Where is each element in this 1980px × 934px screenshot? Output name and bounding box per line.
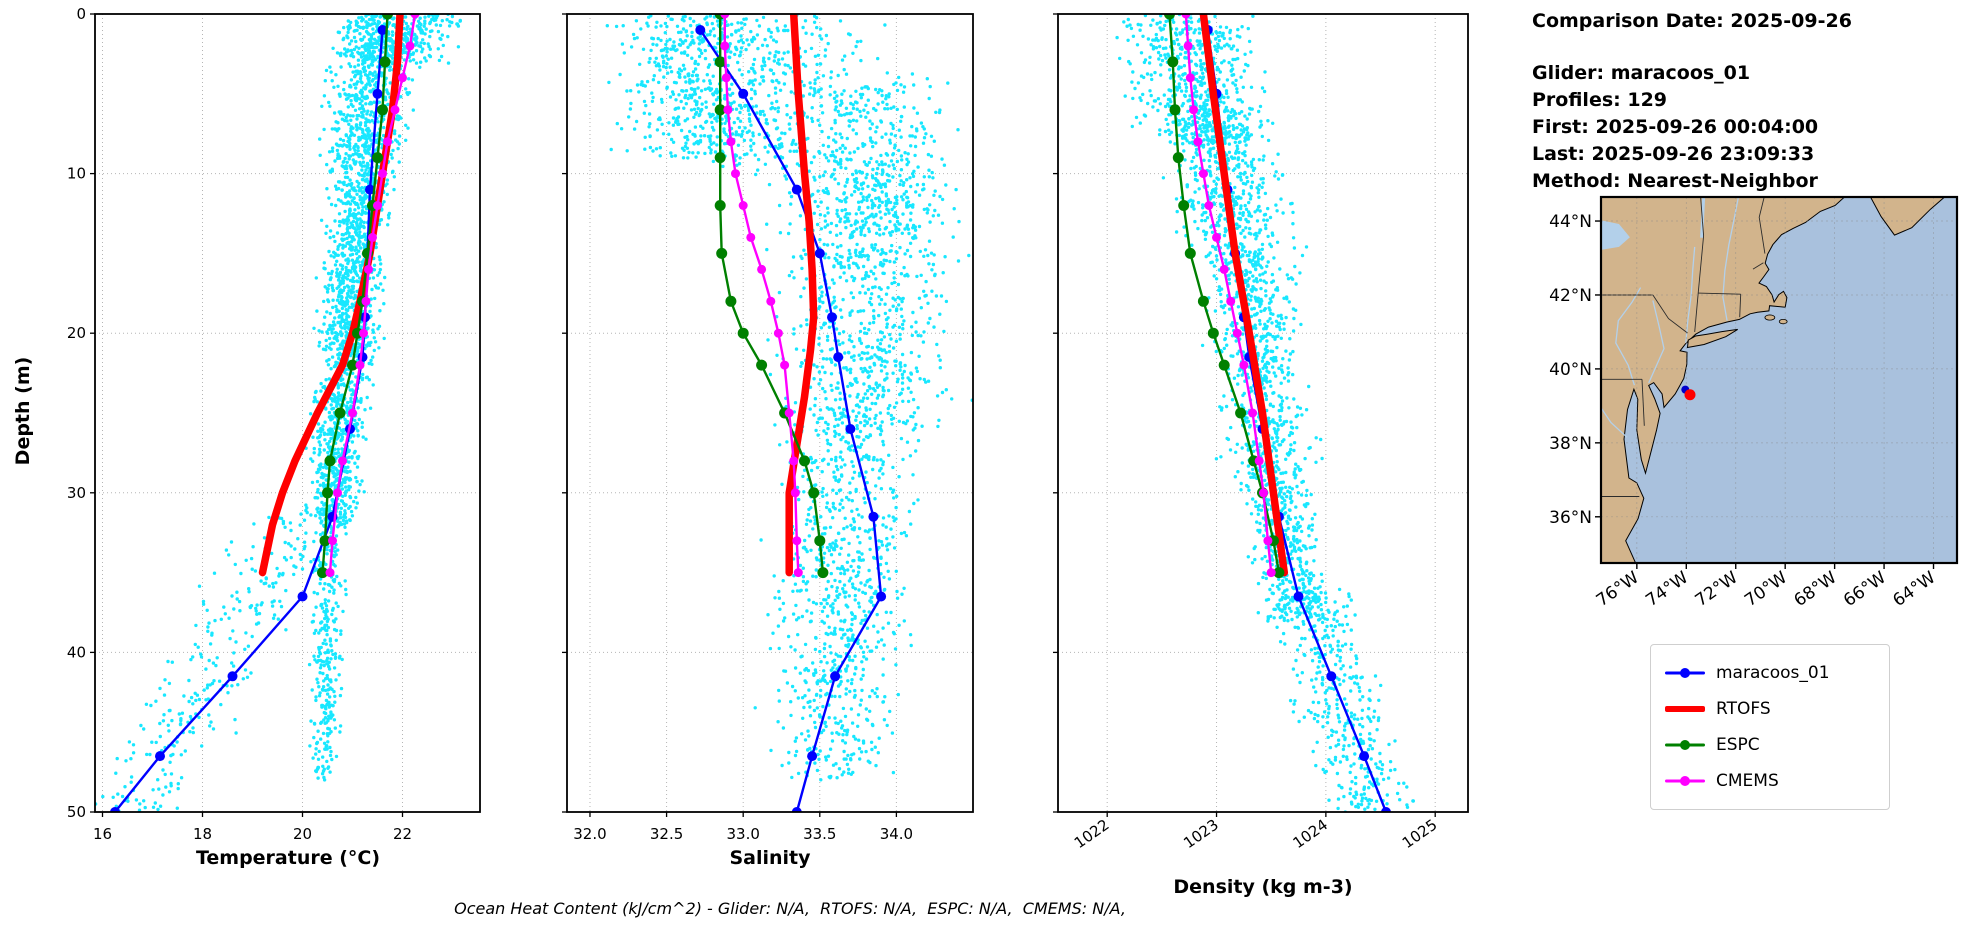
grid xyxy=(567,13,973,813)
legend-item-cmems: CMEMS xyxy=(1665,763,1889,799)
state-border xyxy=(1698,292,1741,295)
series-CMEMS xyxy=(1181,14,1276,578)
first-time-text: First: 2025-09-26 00:04:00 xyxy=(1532,116,1819,138)
temperature-plot: 16 18 20 22 0 10 20 30 40 50 xyxy=(67,5,481,843)
profiles-count-text: Profiles: 129 xyxy=(1532,89,1668,111)
svg-text:50: 50 xyxy=(67,803,86,821)
graticule xyxy=(1601,197,1957,563)
rtofs-line-swatch xyxy=(1665,702,1705,716)
series-RTOFS xyxy=(1199,14,1289,577)
glider-position-dot xyxy=(1684,389,1696,401)
last-time-text: Last: 2025-09-26 23:09:33 xyxy=(1532,143,1815,165)
density-plot: 1022 1023 1024 1025 xyxy=(1053,13,1469,853)
state-border xyxy=(1739,294,1742,318)
salinity-plot: 32.0 32.5 33.0 33.5 34.0 xyxy=(562,13,974,843)
info-panel: Comparison Date: 2025-09-26 Glider: mara… xyxy=(1532,8,1852,195)
series-CMEMS xyxy=(720,14,803,578)
river xyxy=(1722,197,1739,321)
series-maracoos_01 xyxy=(695,25,887,812)
svg-text:0: 0 xyxy=(76,5,86,23)
tick-labels: 32.0 32.5 33.0 33.5 34.0 xyxy=(573,825,913,843)
series-ESPC xyxy=(1164,14,1285,579)
state-border xyxy=(1694,293,1699,332)
land-area xyxy=(1869,197,1946,236)
legend-label: maracoos_01 xyxy=(1716,663,1830,683)
temperature-axis-label: Temperature (°C) xyxy=(195,847,381,869)
location-map: 44°N42°N40°N38°N36°N76°W 74°W 72°W 70°W 68°W… xyxy=(1549,195,1959,611)
river xyxy=(1615,287,1642,386)
svg-text:20: 20 xyxy=(67,324,86,342)
glider-line-swatch xyxy=(1665,666,1705,680)
y-axis-label: Depth (m) xyxy=(12,356,34,466)
state-border xyxy=(1652,294,1688,334)
svg-text:22: 22 xyxy=(393,825,412,843)
glider-scatter-points xyxy=(605,14,973,782)
axes-frame xyxy=(1057,13,1469,813)
map-ticks xyxy=(1595,220,1935,569)
series-CMEMS xyxy=(325,14,420,578)
density-axis-label: Density (kg m-3) xyxy=(1173,876,1353,898)
axes-frame xyxy=(566,13,974,813)
tick-labels: 16 18 20 22 0 10 20 30 40 50 xyxy=(67,5,412,843)
legend-item-rtofs: RTOFS xyxy=(1665,691,1889,727)
tick-labels: 1022 1023 1024 1025 xyxy=(1071,816,1441,853)
legend-label: CMEMS xyxy=(1716,771,1779,791)
map-frame xyxy=(1599,195,1959,565)
river xyxy=(1648,300,1665,384)
legend-label: RTOFS xyxy=(1716,699,1771,719)
glider-scatter-points xyxy=(95,14,462,812)
series-RTOFS xyxy=(785,14,818,577)
land-area xyxy=(1601,197,1846,563)
state-border xyxy=(1752,262,1764,270)
river xyxy=(1601,407,1628,438)
svg-text:10: 10 xyxy=(67,165,86,183)
ocean-heat-content-text: Ocean Heat Content (kJ/cm^2) - Glider: N… xyxy=(454,899,1126,918)
svg-text:18: 18 xyxy=(193,825,212,843)
lake xyxy=(1601,220,1630,250)
state-border xyxy=(1641,379,1645,426)
svg-text:16: 16 xyxy=(93,825,112,843)
series-RTOFS xyxy=(258,14,404,577)
grid xyxy=(95,13,480,813)
axis-ticks xyxy=(90,13,404,817)
glider-scatter-points xyxy=(1115,14,1416,812)
svg-text:30: 30 xyxy=(67,484,86,502)
island xyxy=(1778,318,1788,325)
island xyxy=(1764,314,1776,321)
axis-ticks xyxy=(562,13,898,817)
axes-frame xyxy=(94,13,481,813)
legend-label: ESPC xyxy=(1716,735,1760,755)
svg-text:40: 40 xyxy=(67,643,86,661)
state-border xyxy=(1758,197,1766,254)
glider-name-text: Glider: maracoos_01 xyxy=(1532,62,1751,84)
salinity-axis-label: Salinity xyxy=(729,847,811,869)
comparison-date-text: Comparison Date: 2025-09-26 xyxy=(1532,10,1852,32)
method-text: Method: Nearest-Neighbor xyxy=(1532,170,1818,192)
legend: maracoos_01 RTOFS ESPC CMEMS xyxy=(1650,644,1890,810)
legend-item-espc: ESPC xyxy=(1665,727,1889,763)
svg-text:20: 20 xyxy=(293,825,312,843)
cmems-line-swatch xyxy=(1665,774,1705,788)
legend-item-glider: maracoos_01 xyxy=(1665,655,1889,691)
axis-ticks xyxy=(1053,13,1436,817)
land-area xyxy=(1686,328,1738,349)
espc-line-swatch xyxy=(1665,738,1705,752)
state-border xyxy=(1697,197,1705,294)
